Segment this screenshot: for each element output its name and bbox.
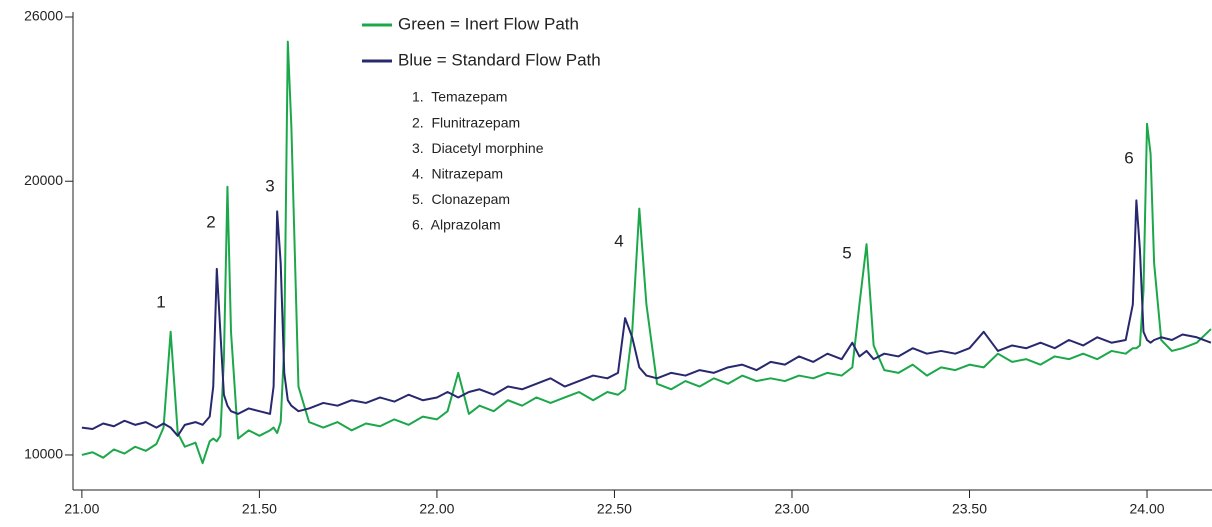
x-tick-label: 22.50 xyxy=(597,501,632,517)
compound-label: 1. Temazepam xyxy=(412,89,507,105)
peak-label: 2 xyxy=(206,212,215,231)
y-tick-label: 10000 xyxy=(24,446,63,462)
compound-label: 4. Nitrazepam xyxy=(412,166,503,182)
peak-label: 4 xyxy=(614,231,623,250)
series-line xyxy=(81,199,1212,437)
legend-label: Blue = Standard Flow Path xyxy=(398,50,601,69)
compound-label: 2. Flunitrazepam xyxy=(412,114,520,130)
x-tick-label: 22.00 xyxy=(419,501,454,517)
x-tick-label: 24.00 xyxy=(1130,501,1165,517)
peak-label: 1 xyxy=(156,292,165,311)
peak-label: 6 xyxy=(1124,148,1133,167)
x-tick-label: 21.00 xyxy=(64,501,99,517)
x-tick-label: 23.00 xyxy=(774,501,809,517)
compound-label: 5. Clonazepam xyxy=(412,191,510,207)
x-tick-label: 23.50 xyxy=(952,501,987,517)
peak-label: 5 xyxy=(842,243,851,262)
compound-label: 3. Diacetyl morphine xyxy=(412,140,544,156)
x-tick-label: 21.50 xyxy=(242,501,277,517)
y-tick-label: 26000 xyxy=(24,8,63,24)
y-tick-label: 20000 xyxy=(24,172,63,188)
peak-label: 3 xyxy=(265,176,274,195)
legend-label: Green = Inert Flow Path xyxy=(398,14,579,33)
compound-label: 6. Alprazolam xyxy=(412,217,501,233)
series-line xyxy=(81,40,1212,465)
